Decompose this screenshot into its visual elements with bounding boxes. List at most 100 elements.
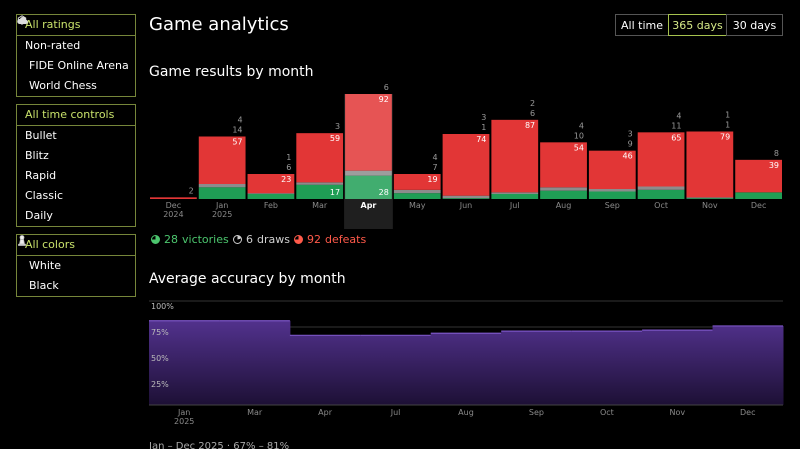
bar-segment bbox=[296, 133, 344, 183]
filter-group: All ratings Non-rated FIDE Online Arena Wor… bbox=[16, 14, 136, 97]
bar-value-label: 14 bbox=[232, 126, 242, 135]
filter-label: Rapid bbox=[25, 169, 57, 182]
bar-segment bbox=[393, 174, 441, 190]
period-button[interactable]: 30 days bbox=[726, 14, 783, 36]
bar-segment bbox=[686, 131, 734, 198]
legend-icon bbox=[151, 235, 160, 244]
legend-name: defeats bbox=[325, 233, 367, 246]
legend-item: 92 defeats bbox=[294, 233, 366, 246]
bar-segment bbox=[637, 186, 685, 190]
bar-value-label: 54 bbox=[574, 143, 584, 152]
bar-value-label: 4 bbox=[237, 116, 242, 125]
accuracy-title: Average accuracy by month bbox=[149, 271, 346, 287]
bar-value-label: 4 bbox=[676, 111, 681, 120]
bar-segment bbox=[296, 182, 344, 185]
bar-value-label: 1 bbox=[725, 111, 730, 120]
x-tick-label: Nov bbox=[702, 201, 718, 210]
filter-item[interactable]: Classic bbox=[17, 186, 135, 206]
filter-group: All time controls Bullet Blitz Rapid Classic… bbox=[16, 104, 136, 227]
y-tick-label: 50% bbox=[151, 354, 169, 363]
x-tick-label: Aug bbox=[458, 408, 474, 417]
accuracy-step bbox=[289, 335, 361, 405]
bar-value-label: 4 bbox=[579, 121, 584, 130]
bar-value-label: 4 bbox=[433, 153, 438, 162]
filter-label: Blitz bbox=[25, 149, 49, 162]
bar-value-label: 79 bbox=[720, 133, 730, 142]
y-tick-label: 25% bbox=[151, 380, 169, 389]
bar-value-label: 1 bbox=[286, 153, 291, 162]
filter-label: All colors bbox=[25, 238, 75, 251]
legend-name: victories bbox=[182, 233, 229, 246]
y-tick-label: 100% bbox=[151, 302, 174, 311]
accuracy-step bbox=[149, 320, 220, 405]
filter-label: Daily bbox=[25, 209, 53, 222]
bar-segment bbox=[198, 184, 246, 188]
accuracy-step bbox=[360, 335, 432, 405]
x-tick-label: Oct bbox=[599, 408, 614, 417]
x-tick-label: Oct bbox=[654, 201, 668, 210]
bar-segment bbox=[442, 198, 490, 199]
filter-label: All ratings bbox=[25, 18, 81, 31]
filter-item[interactable]: Rapid bbox=[17, 166, 135, 186]
bar-segment bbox=[393, 193, 441, 199]
filter-item[interactable]: FIDE Online Arena bbox=[17, 17, 135, 76]
filter-item[interactable]: Blitz bbox=[17, 146, 135, 166]
filter-label: White bbox=[29, 259, 61, 272]
bar-value-label: 1 bbox=[725, 121, 730, 130]
bar-value-label: 6 bbox=[286, 163, 291, 172]
bar-segment bbox=[198, 187, 246, 199]
bar-value-label: 28 bbox=[379, 188, 389, 197]
bar-segment bbox=[247, 193, 295, 194]
period-button[interactable]: All time bbox=[615, 14, 669, 36]
filter-item[interactable]: All ratings bbox=[17, 15, 135, 36]
results-title: Game results by month bbox=[149, 64, 314, 80]
bar-segment bbox=[540, 190, 587, 199]
x-tick-label: Jul bbox=[390, 408, 401, 417]
bar-segment bbox=[393, 189, 441, 194]
accuracy-footer: Jan – Dec 2025 · 67% – 81% bbox=[149, 441, 290, 449]
bar-segment bbox=[686, 198, 734, 199]
filter-item[interactable]: Non-rated bbox=[17, 36, 135, 56]
filter-item[interactable]: Bullet bbox=[17, 126, 135, 146]
bar-value-label: 19 bbox=[427, 175, 437, 184]
bar-segment bbox=[345, 94, 392, 171]
bar-segment bbox=[442, 195, 490, 199]
filter-label: World Chess bbox=[29, 79, 97, 92]
bar-segment bbox=[588, 191, 636, 199]
bar-segment bbox=[491, 192, 539, 194]
bar-value-label: 39 bbox=[769, 161, 779, 170]
filter-item[interactable]: All colors bbox=[17, 235, 135, 256]
filter-item[interactable]: Black bbox=[17, 235, 135, 296]
bar-value-label: 46 bbox=[623, 152, 633, 161]
filter-item[interactable]: White bbox=[17, 235, 135, 276]
filter-item[interactable]: Daily bbox=[17, 206, 135, 226]
bar-value-label: 3 bbox=[335, 122, 340, 131]
bar-value-label: 1 bbox=[481, 123, 486, 132]
bar-segment bbox=[442, 134, 490, 196]
bar-segment bbox=[540, 142, 587, 188]
x-tick-label: Dec bbox=[750, 201, 767, 210]
bar-value-label: 59 bbox=[330, 134, 340, 143]
x-tick-label: Sep bbox=[604, 201, 620, 210]
bar-segment bbox=[735, 159, 782, 193]
legend-item: 28 victories bbox=[151, 233, 229, 246]
bar-value-label: 7 bbox=[433, 163, 438, 172]
bar-segment bbox=[491, 194, 539, 199]
bar-segment bbox=[588, 189, 636, 192]
period-button[interactable]: 365 days bbox=[668, 14, 727, 36]
filter-label: FIDE Online Arena bbox=[29, 59, 129, 72]
filter-item[interactable]: World Chess bbox=[17, 15, 135, 96]
legend-icon bbox=[233, 235, 242, 244]
filter-item[interactable]: All time controls bbox=[17, 105, 135, 126]
bar-value-label: 3 bbox=[628, 130, 633, 139]
bar-value-label: 65 bbox=[671, 133, 681, 142]
bar-segment bbox=[735, 192, 782, 199]
y-tick-label: 75% bbox=[151, 328, 169, 337]
x-tick-label: May bbox=[408, 201, 426, 210]
x-tick-label: Mar bbox=[247, 408, 263, 417]
x-tick-label: Sep bbox=[528, 408, 544, 417]
filter-group: All colors White Black bbox=[16, 234, 136, 297]
bar-value-label: 11 bbox=[671, 121, 681, 130]
bar-segment bbox=[345, 170, 392, 176]
bar-value-label: 6 bbox=[530, 109, 535, 118]
